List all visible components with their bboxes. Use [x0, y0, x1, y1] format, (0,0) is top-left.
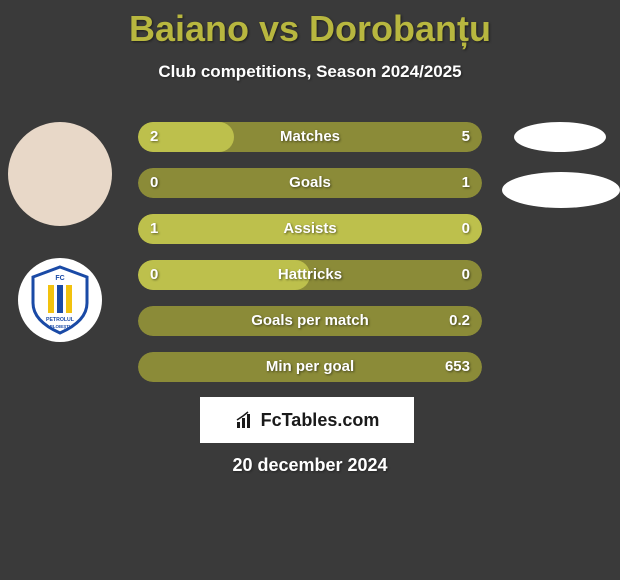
stat-label: Matches: [138, 122, 482, 152]
stat-right-value: 0.2: [449, 306, 470, 336]
player-left-avatar: [8, 122, 112, 226]
player-right-avatar-2: [502, 172, 620, 208]
stats-panel: 2Matches50Goals11Assists00Hattricks0Goal…: [138, 122, 482, 398]
branding-text: FcTables.com: [261, 410, 380, 431]
stat-label: Goals: [138, 168, 482, 198]
stat-row: 0Goals1: [138, 168, 482, 198]
player-right-avatar-1: [514, 122, 606, 152]
stat-row: Min per goal653: [138, 352, 482, 382]
comparison-card: Baiano vs Dorobanțu Club competitions, S…: [0, 0, 620, 580]
club-badge-icon: FC PETROLUL PLOIEȘTI: [25, 265, 95, 335]
stat-row: 0Hattricks0: [138, 260, 482, 290]
stat-right-value: 1: [462, 168, 470, 198]
stat-label: Min per goal: [138, 352, 482, 382]
subtitle: Club competitions, Season 2024/2025: [0, 62, 620, 82]
stat-label: Goals per match: [138, 306, 482, 336]
stat-row: 2Matches5: [138, 122, 482, 152]
svg-text:FC: FC: [55, 275, 64, 282]
stat-right-value: 653: [445, 352, 470, 382]
date-text: 20 december 2024: [0, 455, 620, 476]
stat-right-value: 5: [462, 122, 470, 152]
page-title: Baiano vs Dorobanțu: [0, 0, 620, 50]
stat-row: 1Assists0: [138, 214, 482, 244]
club-badge: FC PETROLUL PLOIEȘTI: [18, 258, 102, 342]
bar-chart-icon: [235, 410, 255, 430]
stat-row: Goals per match0.2: [138, 306, 482, 336]
stat-label: Assists: [138, 214, 482, 244]
stat-label: Hattricks: [138, 260, 482, 290]
stat-right-value: 0: [462, 214, 470, 244]
stat-right-value: 0: [462, 260, 470, 290]
branding-box[interactable]: FcTables.com: [200, 397, 414, 443]
svg-text:PETROLUL: PETROLUL: [46, 317, 75, 323]
